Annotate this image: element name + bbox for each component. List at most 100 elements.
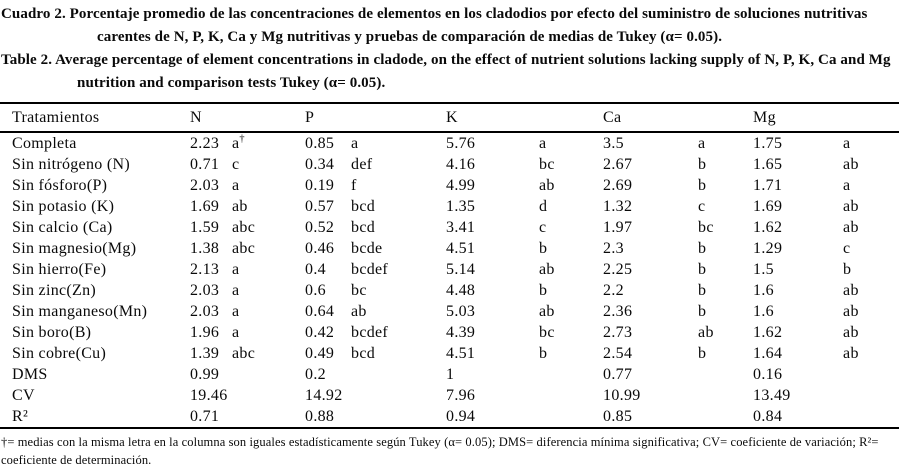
cell-value: 0.94 (446, 407, 476, 425)
cell-value: 1.64 (753, 344, 783, 362)
cell-tukey-letter: bc (351, 281, 367, 299)
cell-tukey-letter: ab (539, 260, 555, 278)
cell-value: 1.62 (753, 218, 783, 236)
table-row: Sin manganeso(Mn) 2.03 a 0.64 ab 5.03 ab 2.36 b 1… (0, 301, 899, 322)
cell-tukey-letter: bc (539, 323, 555, 341)
cell-tukey-letter: bcd (351, 197, 376, 215)
cell-tukey-letter: bcd (351, 344, 376, 362)
cell-value: 2.25 (603, 260, 633, 278)
cell-value: 5.03 (446, 302, 476, 320)
cell-tukey-letter: f (351, 176, 357, 194)
cell-tukey-letter: a (351, 134, 359, 152)
cell-tukey-letter: ab (232, 197, 248, 215)
cell-tukey-letter: b (698, 260, 707, 278)
table-row: Completa 2.23 a† 0.85 a 5.76 a 3.5 a 1.75 a (0, 132, 899, 154)
table-row: Sin boro(B) 1.96 a 0.42 bcdef 4.39 bc 2.73 ab 1.6… (0, 322, 899, 343)
cell-tukey-letter: a (232, 281, 240, 299)
cell-value: 1.62 (753, 323, 783, 341)
cell-value: 0.85 (603, 407, 633, 425)
treatment-label: Sin manganeso(Mn) (12, 302, 148, 320)
cell-tukey-letter: ab (843, 197, 859, 215)
caption-block: Cuadro 2. Porcentaje promedio de las con… (0, 0, 899, 95)
cell-value: 0.4 (305, 260, 326, 278)
cell-tukey-letter (351, 385, 446, 406)
cell-value: 4.16 (446, 155, 476, 173)
cell-value: 0.71 (190, 155, 220, 173)
cell-value: 1.75 (753, 134, 783, 152)
cell-tukey-letter: a (232, 302, 240, 320)
cell-tukey-letter: b (539, 281, 548, 299)
cell-value: 0.64 (305, 302, 335, 320)
table-body: Completa 2.23 a† 0.85 a 5.76 a 3.5 a 1.75 a Sin nit… (0, 132, 899, 428)
cell-value: 1.65 (753, 155, 783, 173)
cell-value: 2.36 (603, 302, 633, 320)
cell-value: 2.03 (190, 176, 220, 194)
cell-tukey-letter: b (698, 302, 707, 320)
cell-value: 5.14 (446, 260, 476, 278)
cell-tukey-letter: ab (351, 302, 367, 320)
cell-value: 4.99 (446, 176, 476, 194)
table-row: Sin calcio (Ca) 1.59 abc 0.52 bcd 3.41 c 1.97 bc… (0, 217, 899, 238)
cell-tukey-letter: ab (843, 218, 859, 236)
treatment-label: Sin boro(B) (12, 323, 92, 341)
cell-tukey-letter: b (698, 281, 707, 299)
footnote: †= medias con la misma letra en la colum… (1, 435, 879, 467)
cell-tukey-letter: ab (698, 323, 714, 341)
column-header-tratamientos: Tratamientos (0, 103, 190, 133)
cell-value: 2.23 (190, 134, 220, 152)
cell-value: 0.2 (305, 365, 326, 383)
cell-tukey-letter: a (843, 134, 851, 152)
table-row: Sin cobre(Cu) 1.39 abc 0.49 bcd 4.51 b 2.54 b 1.6… (0, 343, 899, 364)
column-header-ca: Ca (603, 103, 754, 133)
cell-tukey-letter: a (843, 176, 851, 194)
treatment-label: DMS (12, 365, 48, 383)
table-row: Sin hierro(Fe) 2.13 a 0.4 bcdef 5.14 ab 2.25 b 1.… (0, 259, 899, 280)
cell-value: 0.34 (305, 155, 335, 173)
cell-tukey-letter: c (232, 155, 240, 173)
dagger-superscript: † (239, 133, 245, 145)
cell-value: 0.99 (190, 365, 220, 383)
table-row: Sin zinc(Zn) 2.03 a 0.6 bc 4.48 b 2.2 b 1.6 ab (0, 280, 899, 301)
cell-value: 1.69 (190, 197, 220, 215)
cell-tukey-letter: ab (843, 323, 859, 341)
cell-tukey-letter: a (232, 323, 240, 341)
cell-tukey-letter (539, 385, 603, 406)
treatment-label: Sin hierro(Fe) (12, 260, 107, 278)
cell-tukey-letter: b (698, 344, 707, 362)
cell-tukey-letter: ab (843, 155, 859, 173)
cell-value: 1.38 (190, 239, 220, 257)
cell-tukey-letter: b (698, 176, 707, 194)
cell-tukey-letter (232, 406, 305, 428)
column-header-n: N (190, 103, 306, 133)
cell-tukey-letter: b (698, 155, 707, 173)
cell-tukey-letter: b (539, 239, 548, 257)
cell-value: 1.35 (446, 197, 476, 215)
cell-value: 1.5 (753, 260, 774, 278)
cell-tukey-letter: ab (843, 344, 859, 362)
cell-tukey-letter (843, 406, 899, 428)
cell-tukey-letter (843, 364, 899, 385)
cell-tukey-letter: a (232, 260, 240, 278)
cell-value: 1.59 (190, 218, 220, 236)
cell-tukey-letter: bc (698, 218, 714, 236)
cell-value: 4.48 (446, 281, 476, 299)
treatment-label: Sin zinc(Zn) (12, 281, 97, 299)
cell-value: 1.39 (190, 344, 220, 362)
table-row: Sin magnesio(Mg) 1.38 abc 0.46 bcde 4.51 b 2.3 b… (0, 238, 899, 259)
cell-tukey-letter: a (698, 134, 706, 152)
cell-value: 4.51 (446, 344, 476, 362)
cell-value: 0.46 (305, 239, 335, 257)
treatment-label: Sin nitrógeno (N) (12, 155, 130, 173)
cell-value: 7.96 (446, 386, 476, 404)
cell-tukey-letter: ab (843, 302, 859, 320)
treatment-label: Sin calcio (Ca) (12, 218, 113, 236)
treatment-label: Sin magnesio(Mg) (12, 239, 137, 257)
cell-tukey-letter (698, 406, 753, 428)
cell-tukey-letter: bcdef (351, 260, 389, 278)
cell-tukey-letter (843, 385, 899, 406)
cell-value: 0.71 (190, 407, 220, 425)
treatment-label: Sin fósforo(P) (12, 176, 108, 194)
cell-tukey-letter: bcde (351, 239, 383, 257)
cell-tukey-letter (351, 406, 446, 428)
